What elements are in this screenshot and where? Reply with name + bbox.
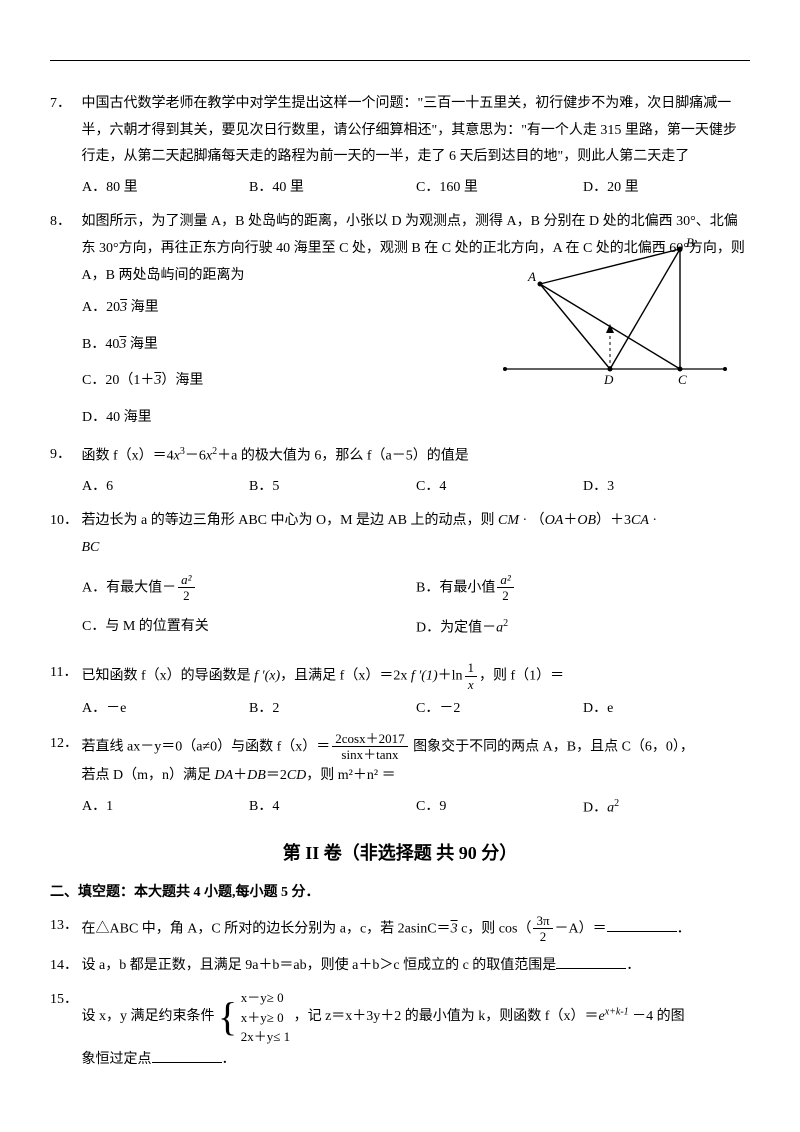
q15-num: 15． xyxy=(50,987,78,1014)
q11-opt-b: B．2 xyxy=(249,696,416,723)
question-8: 8． 如图所示，为了测量 A，B 处岛屿的距离，小张以 D 为观测点，测得 A，… xyxy=(50,209,750,431)
q15-cases: x－y≥ 0 x＋y≥ 0 2x＋y≤ 1 xyxy=(241,988,290,1047)
q10-opt-b: B．有最小值a²2 xyxy=(416,572,750,604)
q12-num: 12． xyxy=(50,731,78,758)
q13-text: 在△ABC 中，角 A，C 所对的边长分别为 a，c，若 2asinC＝3 c，… xyxy=(82,913,750,945)
q9-opt-d: D．3 xyxy=(583,474,750,501)
question-10: 10． 若边长为 a 的等边三角形 ABC 中心为 O，M 是边 AB 上的动点… xyxy=(50,508,750,652)
q8-label-a: A xyxy=(527,269,536,284)
q9-text-post: ＋a 的极大值为 6，那么 f（a－5）的值是 xyxy=(217,448,469,463)
q9-num: 9． xyxy=(50,442,78,469)
q11-num: 11． xyxy=(50,660,78,687)
q14-text: 设 a，b 都是正数，且满足 9a＋b＝ab，则使 a＋b＞c 恒成立的 c 的… xyxy=(82,953,750,980)
q10-options: A．有最大值－a²2 B．有最小值a²2 C．与 M 的位置有关 D．为定值－a… xyxy=(82,572,750,652)
q14-blank xyxy=(556,955,626,969)
page-header-rule xyxy=(50,60,750,61)
q12-opt-c: C．9 xyxy=(416,794,583,822)
question-15: 15． 设 x，y 满足约束条件 { x－y≥ 0 x＋y≥ 0 2x＋y≤ 1… xyxy=(50,987,750,1074)
q11-opt-d: D．e xyxy=(583,696,750,723)
q8-label-d: D xyxy=(603,372,614,387)
q10-opt-a: A．有最大值－a²2 xyxy=(82,572,416,604)
q10-opt-c: C．与 M 的位置有关 xyxy=(82,614,416,642)
q11-opt-c: C．－2 xyxy=(416,696,583,723)
q9-text-pre: 函数 f（x）＝4 xyxy=(82,448,174,463)
question-11: 11． 已知函数 f（x）的导函数是 f ′(x)，且满足 f（x）＝2x f … xyxy=(50,660,750,723)
q11-opt-a: A．－e xyxy=(82,696,249,723)
question-9: 9． 函数 f（x）＝4x3－6x2＋a 的极大值为 6，那么 f（a－5）的值… xyxy=(50,442,750,501)
q7-opt-b: B．40 里 xyxy=(249,175,416,202)
q14-num: 14． xyxy=(50,953,78,980)
q8-label-c: C xyxy=(678,372,687,387)
q10-num: 10． xyxy=(50,508,78,535)
section-2-header: 二、填空题：本大题共 4 小题,每小题 5 分． xyxy=(50,880,750,907)
section-2-title: 第 II 卷（非选择题 共 90 分） xyxy=(50,836,750,870)
q11-text: 已知函数 f（x）的导函数是 f ′(x)，且满足 f（x）＝2x f ′(1)… xyxy=(82,660,750,692)
q7-num: 7． xyxy=(50,91,78,118)
q12-opt-b: B．4 xyxy=(249,794,416,822)
q7-text: 中国古代数学老师在教学中对学生提出这样一个问题："三百一十五里关，初行健步不为难… xyxy=(82,91,750,171)
q7-options: A．80 里 B．40 里 C．160 里 D．20 里 xyxy=(82,175,750,202)
q12-opt-d: D．a2 xyxy=(583,794,750,822)
q9-opt-a: A．6 xyxy=(82,474,249,501)
q15-text: 设 x，y 满足约束条件 { x－y≥ 0 x＋y≥ 0 2x＋y≤ 1 ，记 … xyxy=(82,987,750,1074)
q12-options: A．1 B．4 C．9 D．a2 xyxy=(82,794,750,822)
question-13: 13． 在△ABC 中，角 A，C 所对的边长分别为 a，c，若 2asinC＝… xyxy=(50,913,750,945)
q9-opt-c: C．4 xyxy=(416,474,583,501)
question-12: 12． 若直线 ax－y＝0（a≠0）与函数 f（x）＝2cosx＋2017si… xyxy=(50,731,750,822)
q8-opt-d: D．40 海里 xyxy=(82,405,750,432)
q13-num: 13． xyxy=(50,913,78,940)
q8-label-b: B xyxy=(686,235,694,250)
q12-text: 若直线 ax－y＝0（a≠0）与函数 f（x）＝2cosx＋2017sinx＋t… xyxy=(82,731,750,790)
q7-opt-d: D．20 里 xyxy=(583,175,750,202)
q9-text: 函数 f（x）＝4x3－6x2＋a 的极大值为 6，那么 f（a－5）的值是 xyxy=(82,442,750,470)
question-14: 14． 设 a，b 都是正数，且满足 9a＋b＝ab，则使 a＋b＞c 恒成立的… xyxy=(50,953,750,980)
brace-icon: { xyxy=(218,987,237,1047)
q9-opt-b: B．5 xyxy=(249,474,416,501)
q11-options: A．－e B．2 C．－2 D．e xyxy=(82,696,750,723)
q7-opt-a: A．80 里 xyxy=(82,175,249,202)
q9-options: A．6 B．5 C．4 D．3 xyxy=(82,474,750,501)
q10-opt-d: D．为定值－a2 xyxy=(416,614,750,642)
q10-text: 若边长为 a 的等边三角形 ABC 中心为 O，M 是边 AB 上的动点，则 C… xyxy=(82,508,750,561)
q13-blank xyxy=(607,918,677,932)
q8-diagram: D C A B xyxy=(500,229,730,389)
q12-opt-a: A．1 xyxy=(82,794,249,822)
question-7: 7． 中国古代数学老师在教学中对学生提出这样一个问题："三百一十五里关，初行健步… xyxy=(50,91,750,201)
q15-blank xyxy=(152,1049,222,1063)
q9-text-mid: －6 xyxy=(185,448,206,463)
q7-opt-c: C．160 里 xyxy=(416,175,583,202)
q8-num: 8． xyxy=(50,209,78,236)
